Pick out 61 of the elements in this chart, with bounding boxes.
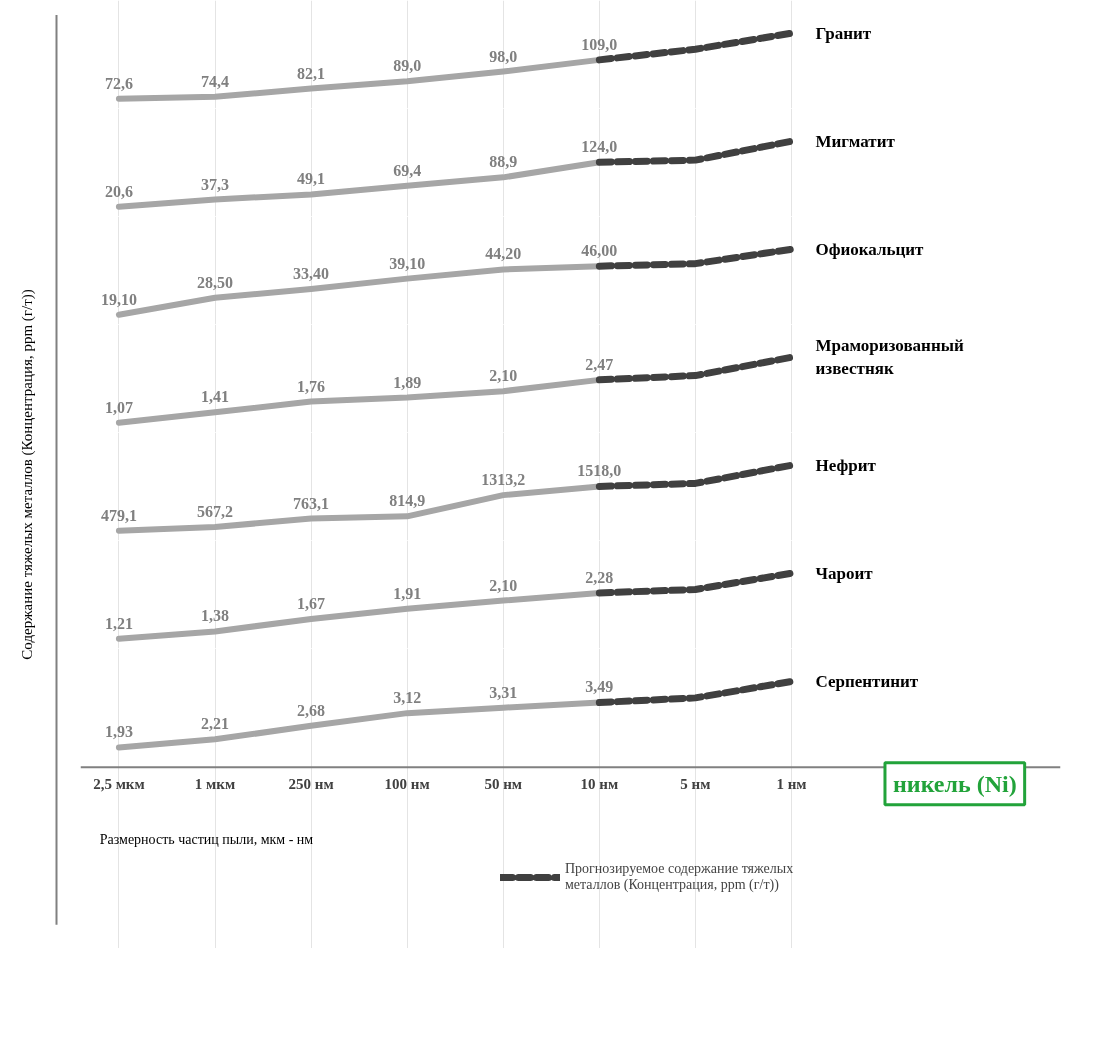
data-label: 567,2 <box>197 502 234 520</box>
data-label: 2,21 <box>201 715 230 733</box>
chart-title: Мигматит <box>815 131 896 151</box>
chart-title: Серпентинит <box>815 671 919 691</box>
data-label: 89,0 <box>393 57 422 75</box>
x-tick-label: 2,5 мкм <box>93 775 145 792</box>
y-axis-title: Содержание тяжелых металлов (Концентрация, ppm (г/т)) <box>18 289 36 660</box>
data-label: 49,1 <box>297 170 326 188</box>
x-tick-label: 10 нм <box>580 775 619 792</box>
data-label: 1313,2 <box>481 471 526 489</box>
x-tick-label: 1 нм <box>776 775 807 792</box>
data-label: 33,40 <box>293 264 330 282</box>
chart-title: Нефрит <box>815 455 877 475</box>
data-label: 763,1 <box>293 494 330 512</box>
data-label: 88,9 <box>489 153 518 171</box>
data-label: 1,07 <box>104 398 133 416</box>
data-label: 44,20 <box>485 245 522 263</box>
x-tick-label: 1 мкм <box>194 775 236 792</box>
data-label: 1518,0 <box>577 462 622 480</box>
data-label: 37,3 <box>201 175 230 193</box>
data-label: 2,10 <box>489 367 518 385</box>
data-label: 98,0 <box>489 47 518 65</box>
data-label: 2,47 <box>585 355 614 373</box>
data-label: 109,0 <box>581 35 618 53</box>
chart-title: Гранит <box>815 23 872 43</box>
x-tick-label: 250 нм <box>288 775 334 792</box>
data-label: 19,10 <box>100 290 137 308</box>
data-label: 82,1 <box>297 64 326 82</box>
data-label: 1,41 <box>201 388 230 406</box>
data-label: 1,21 <box>104 614 133 632</box>
legend-label: Прогнозируемое содержание тяжелых металлов (Концентрация, ppm (г/т)) <box>565 861 794 893</box>
data-label: 20,6 <box>104 182 133 200</box>
data-label: 2,10 <box>489 576 518 594</box>
data-label: 1,67 <box>297 595 326 612</box>
chart-title: Офиокальцит <box>815 239 925 259</box>
data-label: 1,89 <box>393 373 422 391</box>
x-tick-label: 5 нм <box>680 775 711 792</box>
data-label: 124,0 <box>581 138 618 156</box>
data-label: 3,49 <box>585 678 614 696</box>
text: никель (Ni) <box>892 770 1017 797</box>
data-label: 28,50 <box>197 273 234 291</box>
data-label: 2,28 <box>585 568 614 586</box>
data-label: 69,4 <box>393 161 422 179</box>
data-label: 39,10 <box>389 254 426 272</box>
data-label: 479,1 <box>100 506 137 524</box>
data-label: 1,93 <box>104 723 133 741</box>
data-label: 1,91 <box>393 584 422 602</box>
data-label: 74,4 <box>201 72 230 90</box>
data-label: 814,9 <box>389 492 426 510</box>
x-tick-label: 100 нм <box>384 775 430 792</box>
data-label: 46,00 <box>581 242 618 260</box>
data-label: 1,38 <box>201 607 230 625</box>
x-tick-label: 50 нм <box>484 775 523 792</box>
data-label: 1,76 <box>297 377 326 395</box>
chart-title: Чароит <box>815 563 874 583</box>
x-axis-title: Размерность частиц пыли, мкм - нм <box>99 832 314 848</box>
text: Мраморизованный известняк <box>815 336 964 379</box>
data-label: 72,6 <box>104 74 133 92</box>
data-label: 3,31 <box>489 683 518 701</box>
data-label: 2,68 <box>297 701 326 719</box>
data-label: 3,12 <box>393 689 422 707</box>
